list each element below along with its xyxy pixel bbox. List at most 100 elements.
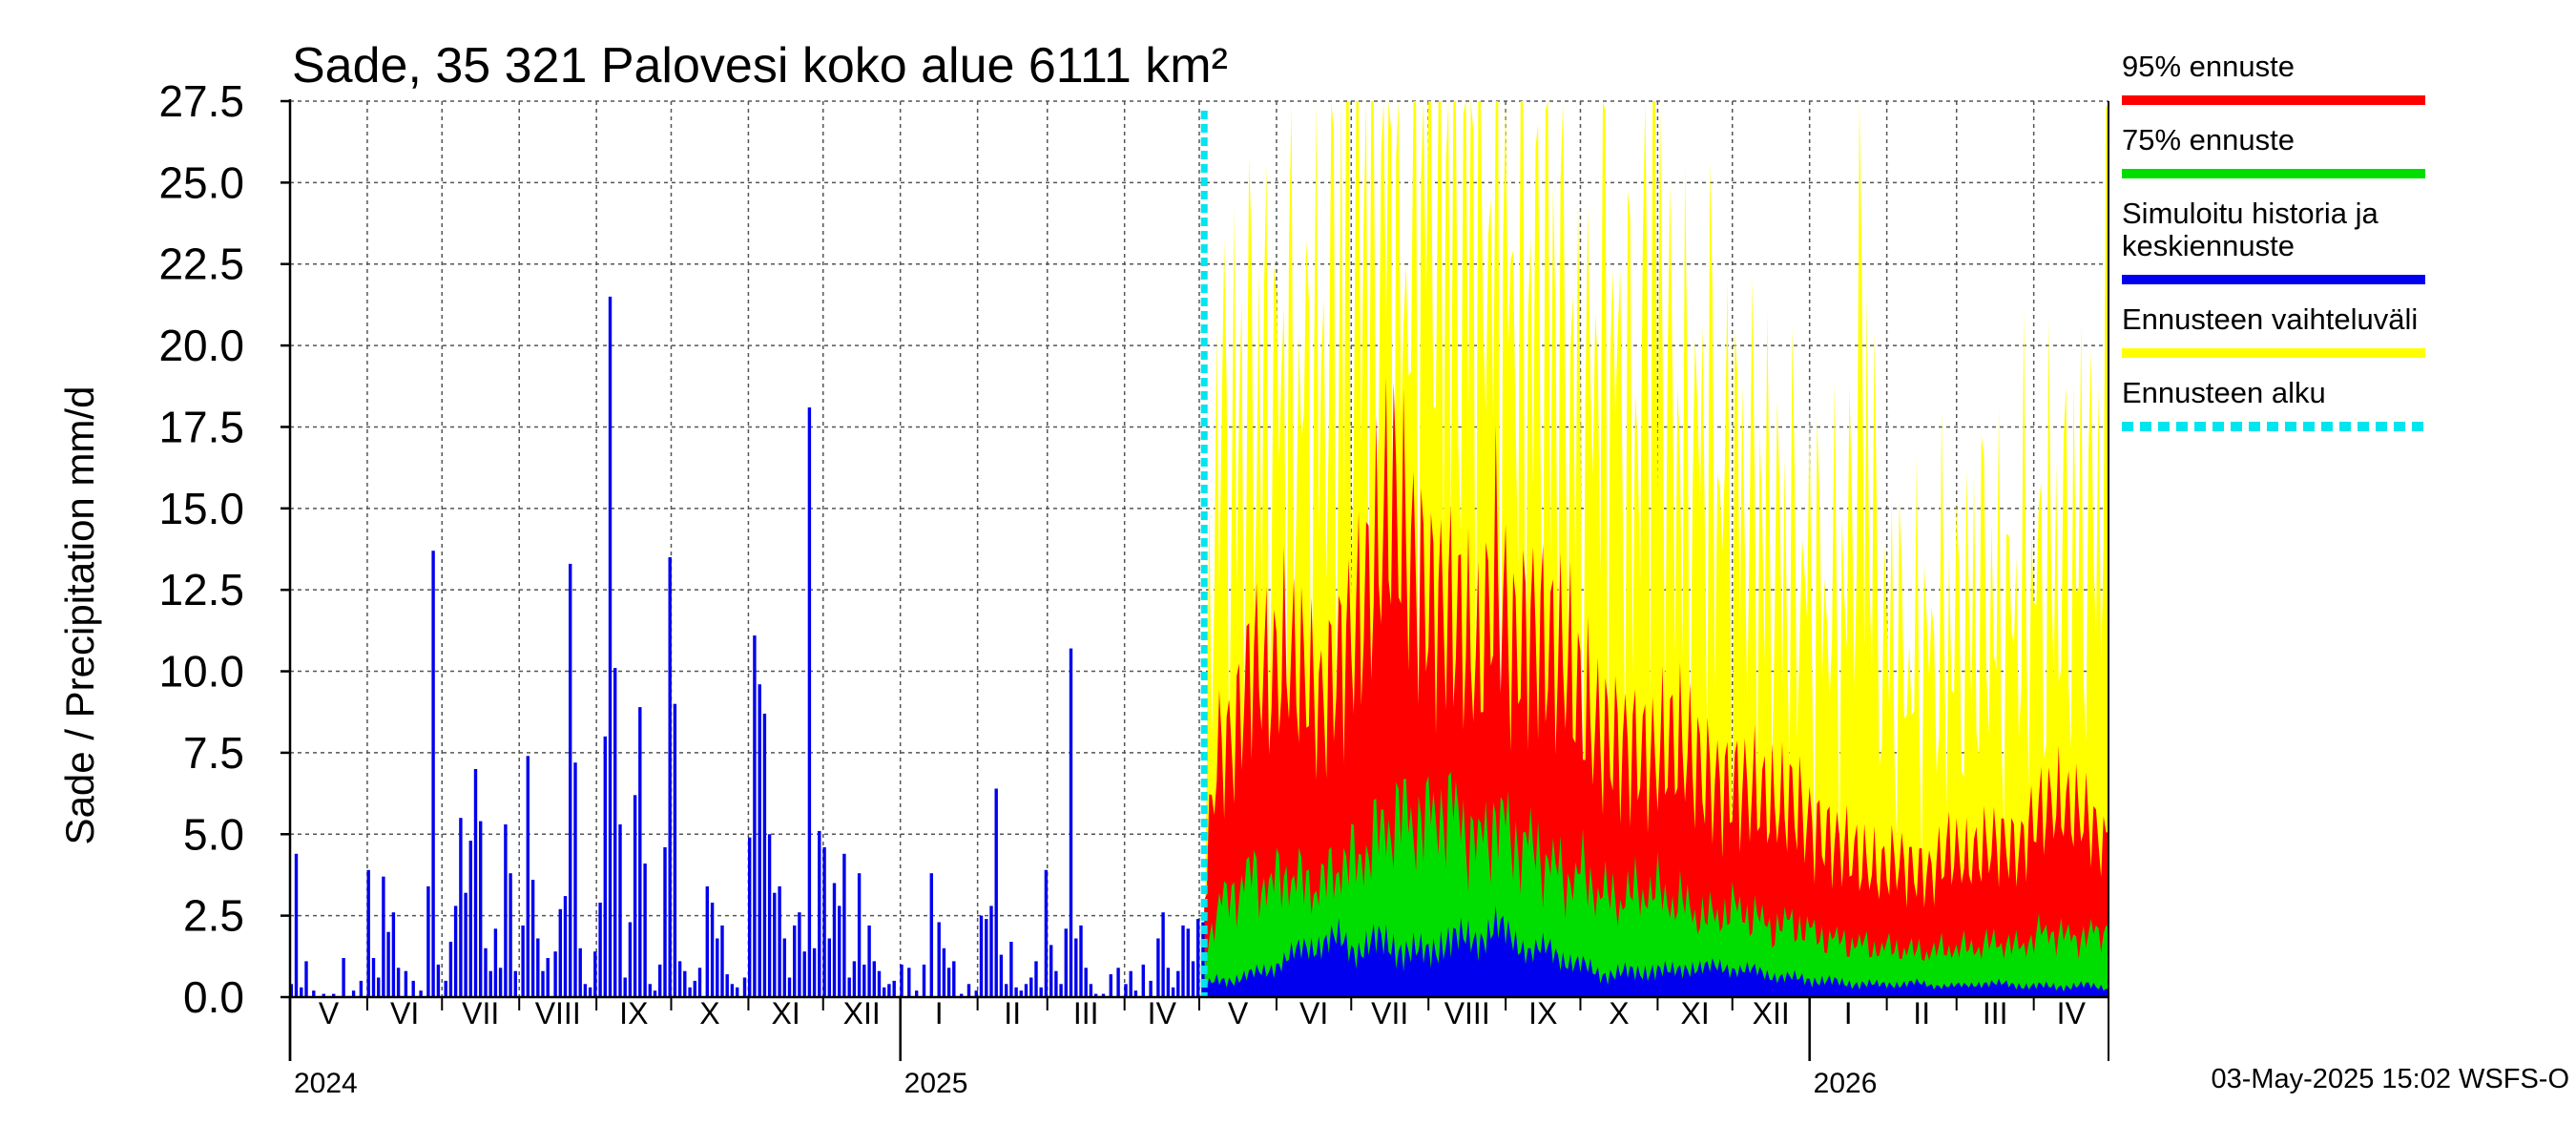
- history-bar: [628, 922, 633, 997]
- history-bar: [693, 980, 696, 997]
- history-bar: [1116, 968, 1120, 997]
- history-bar: [464, 892, 467, 997]
- history-bar: [638, 707, 642, 997]
- history-bar: [1029, 977, 1033, 997]
- history-bar: [1101, 993, 1106, 997]
- history-bar: [588, 987, 592, 997]
- history-bar: [419, 990, 423, 997]
- history-bar: [688, 987, 692, 997]
- y-tick-label: 5.0: [183, 809, 244, 859]
- history-bar: [1149, 980, 1153, 997]
- chart-title: Sade, 35 321 Palovesi koko alue 6111 km²: [292, 38, 1228, 94]
- history-bar: [578, 947, 582, 997]
- month-label: III: [1983, 996, 2008, 1030]
- legend-label: Ennusteen alku: [2122, 376, 2326, 409]
- history-bar: [1059, 984, 1063, 997]
- history-bars: [289, 296, 1205, 997]
- history-bar: [546, 958, 550, 997]
- history-bar: [798, 912, 801, 997]
- history-bar: [720, 925, 724, 997]
- x-axis: V VI VII VIII IX X XI XII I II III IV V VI VII VIII IX X X…: [288, 996, 2087, 1099]
- history-bar: [742, 977, 747, 997]
- history-bar: [541, 970, 545, 997]
- history-bar: [1044, 869, 1049, 997]
- history-bar: [504, 824, 508, 997]
- month-label: IX: [619, 996, 648, 1030]
- year-label: 2025: [904, 1068, 968, 1099]
- history-bar: [1005, 984, 1008, 997]
- history-bar: [468, 841, 472, 997]
- history-bar: [382, 876, 385, 997]
- history-bar: [705, 885, 709, 997]
- forecast-median-fill: [1204, 905, 2109, 997]
- history-bar: [493, 928, 498, 997]
- month-label: II: [1004, 996, 1021, 1030]
- history-bar: [396, 968, 401, 997]
- history-bar: [937, 922, 941, 997]
- history-bar: [822, 846, 826, 997]
- history-bar: [1024, 984, 1028, 997]
- history-bar: [748, 837, 752, 997]
- history-bar: [1019, 990, 1023, 997]
- history-bar: [289, 984, 293, 997]
- history-bar: [673, 703, 677, 997]
- history-bar: [697, 968, 702, 997]
- history-bar: [648, 984, 652, 997]
- history-bar: [573, 762, 577, 997]
- legend-label: keskiennuste: [2122, 229, 2295, 262]
- history-bar: [857, 873, 862, 997]
- history-bar: [479, 821, 483, 997]
- history-bar: [1064, 928, 1068, 997]
- history-bar: [985, 919, 988, 997]
- history-bar: [802, 951, 806, 997]
- month-label: XI: [1680, 996, 1709, 1030]
- history-bar: [304, 961, 308, 997]
- legend: 95% ennuste 75% ennuste Simuloitu historia…: [2122, 50, 2425, 431]
- month-label: XII: [1753, 996, 1790, 1030]
- history-bar: [753, 635, 757, 997]
- history-bar: [832, 883, 837, 997]
- history-bar: [887, 984, 891, 997]
- history-bar: [946, 968, 951, 997]
- y-tick-label: 10.0: [158, 647, 244, 697]
- history-bar: [411, 980, 415, 997]
- history-bar: [663, 846, 667, 997]
- month-label: X: [699, 996, 719, 1030]
- history-bar: [1133, 990, 1138, 997]
- history-bar: [498, 968, 503, 997]
- footer-timestamp: 03-May-2025 15:02 WSFS-O: [2211, 1064, 2569, 1094]
- history-bar: [1014, 987, 1018, 997]
- history-bar: [488, 970, 492, 997]
- history-bar: [598, 903, 602, 997]
- history-bar: [391, 912, 396, 997]
- history-bar: [608, 296, 613, 997]
- history-bar: [773, 892, 777, 997]
- history-bar: [453, 906, 458, 997]
- history-bar: [1089, 984, 1093, 997]
- month-label: VI: [1299, 996, 1328, 1030]
- history-bar: [807, 407, 812, 997]
- history-bar: [386, 931, 390, 997]
- history-bar: [818, 830, 821, 997]
- month-label: IV: [2057, 996, 2087, 1030]
- history-bar: [1186, 928, 1190, 997]
- history-bar: [1196, 919, 1200, 997]
- y-tick-label: 27.5: [158, 76, 244, 126]
- history-bar: [431, 551, 435, 997]
- history-bar: [444, 980, 447, 997]
- month-label: II: [1913, 996, 1930, 1030]
- history-bar: [1109, 974, 1112, 997]
- history-bar: [960, 993, 964, 997]
- month-label: XI: [771, 996, 800, 1030]
- history-bar: [827, 938, 831, 997]
- history-bar: [1176, 970, 1180, 997]
- history-bar: [725, 974, 729, 997]
- history-bar: [915, 990, 919, 997]
- history-bar: [513, 970, 517, 997]
- history-bar: [300, 987, 303, 997]
- history-bar: [426, 885, 430, 997]
- history-bar: [668, 557, 672, 997]
- history-bar: [778, 885, 781, 997]
- history-bar: [563, 896, 568, 997]
- history-bar: [942, 947, 946, 997]
